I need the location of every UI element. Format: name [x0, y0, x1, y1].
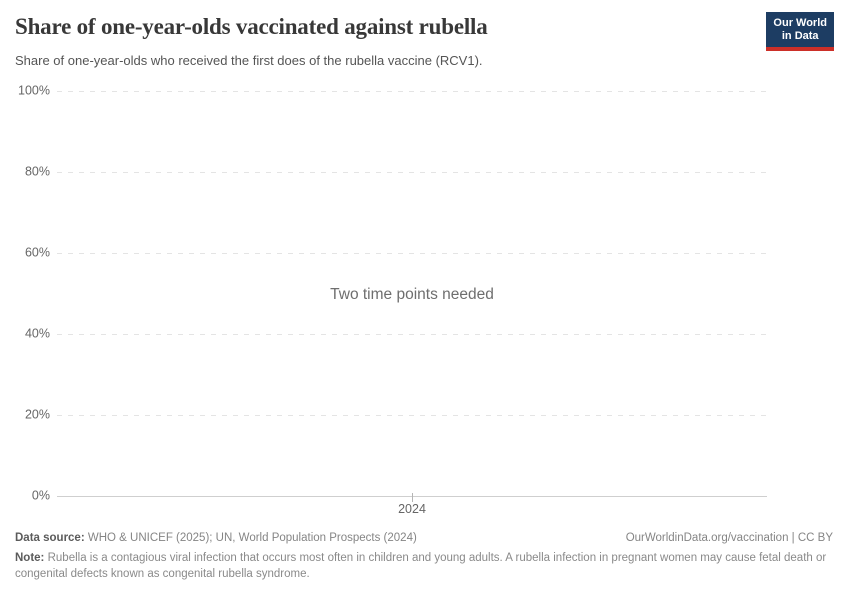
- x-axis-tick-label: 2024: [398, 502, 426, 516]
- data-source-label: Data source:: [15, 532, 85, 544]
- sources-row: Data source: WHO & UNICEF (2025); UN, Wo…: [15, 532, 833, 544]
- note-label: Note:: [15, 552, 45, 564]
- y-axis-tick-label: 100%: [18, 83, 50, 98]
- gridline: [57, 334, 767, 335]
- note-value: Rubella is a contagious viral infection …: [15, 552, 827, 580]
- gridline: [57, 253, 767, 254]
- data-source-value: WHO & UNICEF (2025); UN, World Populatio…: [87, 532, 417, 544]
- y-axis-tick-label: 60%: [24, 245, 50, 260]
- gridline: [57, 91, 767, 92]
- y-axis-tick-label: 40%: [24, 326, 50, 341]
- page-subtitle: Share of one-year-olds who received the …: [15, 53, 483, 68]
- page-title: Share of one-year-olds vaccinated agains…: [15, 14, 488, 39]
- y-axis-tick-label: 20%: [24, 407, 50, 422]
- owid-logo-line1: Our World: [773, 17, 827, 29]
- owid-logo-line2: in Data: [781, 30, 819, 42]
- note-text: Note: Rubella is a contagious viral infe…: [15, 551, 833, 582]
- attribution-link[interactable]: OurWorldinData.org/vaccination | CC BY: [625, 532, 833, 544]
- chart-footer: Data source: WHO & UNICEF (2025); UN, Wo…: [15, 532, 833, 582]
- owid-logo: Our World in Data: [766, 12, 834, 51]
- gridline: [57, 172, 767, 173]
- gridline: [57, 415, 767, 416]
- y-axis-tick-label: 0%: [31, 488, 50, 503]
- empty-state-message: Two time points needed: [330, 286, 494, 303]
- x-axis-tick-mark: [412, 493, 413, 502]
- y-axis-tick-label: 80%: [24, 164, 50, 179]
- data-source-text: Data source: WHO & UNICEF (2025); UN, Wo…: [15, 532, 417, 544]
